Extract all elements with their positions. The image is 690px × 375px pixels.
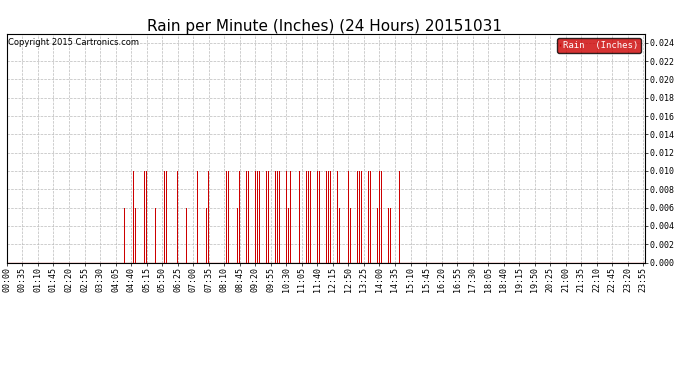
Text: Copyright 2015 Cartronics.com: Copyright 2015 Cartronics.com [8, 38, 139, 47]
Legend: Rain  (Inches): Rain (Inches) [558, 38, 640, 53]
Text: Rain per Minute (Inches) (24 Hours) 20151031: Rain per Minute (Inches) (24 Hours) 2015… [147, 19, 502, 34]
